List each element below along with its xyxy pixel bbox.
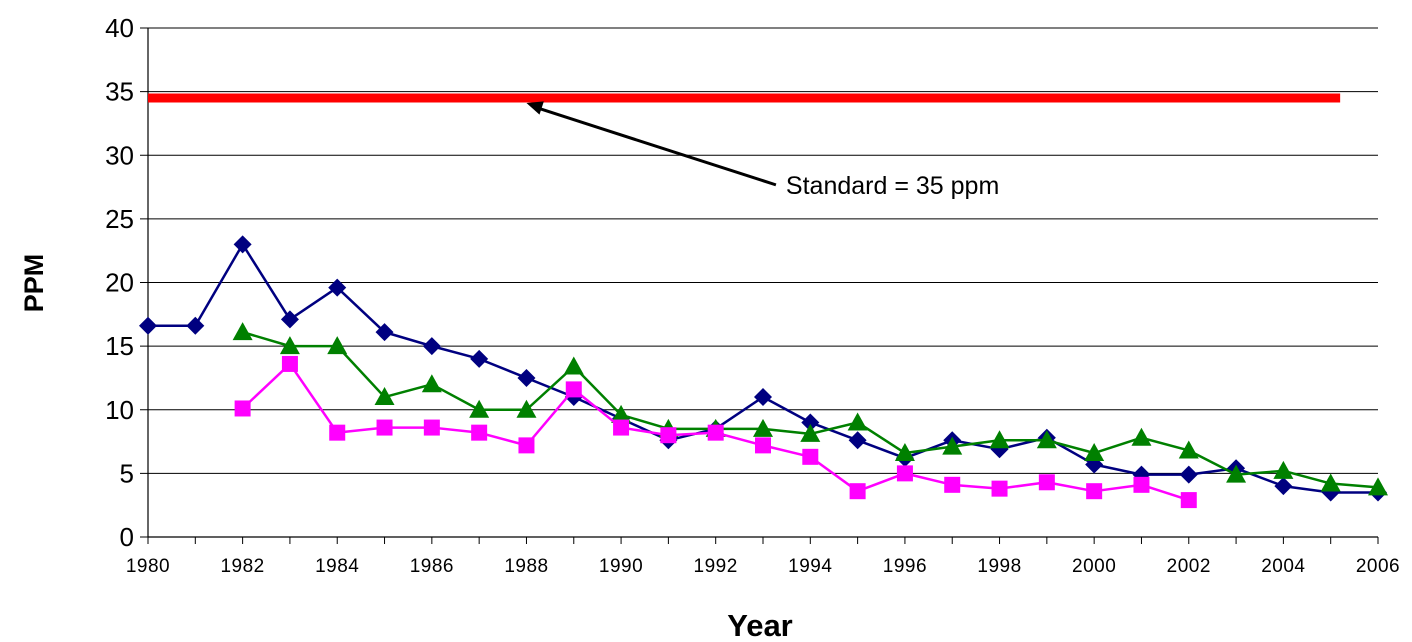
triangle-marker	[232, 322, 253, 341]
triangle-marker	[327, 336, 348, 355]
square-marker	[471, 424, 488, 441]
diamond-marker	[375, 323, 394, 342]
triangle-marker	[1368, 477, 1388, 496]
gridlines	[148, 27, 1378, 474]
annotation-group: Standard = 35 ppm	[526, 101, 999, 200]
square-marker	[707, 424, 724, 441]
y-tick-label: 20	[105, 268, 134, 298]
y-tick-label: 5	[120, 458, 134, 488]
x-tick-labels: 1980 1982 1984 1986 1988 1990 1992 1994 1996 1998…	[126, 556, 1400, 577]
triangle-marker	[611, 404, 632, 423]
triangle-marker	[1178, 440, 1199, 459]
x-axis-title: Year	[727, 608, 793, 642]
square-marker	[234, 400, 251, 417]
diamond-marker	[328, 278, 347, 297]
diamond-marker	[233, 235, 252, 254]
y-axis-title: PPM	[19, 254, 49, 313]
triangle-marker	[1226, 464, 1247, 483]
annotation-label: Standard = 35 ppm	[786, 172, 999, 200]
triangle-marker	[563, 356, 584, 375]
triangle-marker	[1084, 443, 1105, 462]
square-marker	[613, 419, 630, 436]
triangle-marker	[894, 443, 915, 462]
triangle-marker	[1036, 430, 1057, 449]
square-marker	[1133, 476, 1150, 493]
y-tick-label: 30	[105, 140, 134, 170]
x-tick-label: 2004	[1261, 556, 1305, 577]
y-tick-label: 0	[120, 522, 134, 552]
square-marker	[1038, 474, 1055, 491]
triangle-marker	[279, 336, 300, 355]
x-tick-label: 1980	[126, 556, 170, 577]
x-tick-label: 1990	[599, 556, 643, 577]
triangle-marker	[847, 412, 868, 431]
triangle-marker	[1131, 427, 1152, 446]
diamond-marker	[139, 316, 157, 335]
x-tick-label: 1992	[694, 556, 738, 577]
x-tick-label: 1984	[315, 556, 359, 577]
triangle-marker	[800, 423, 821, 442]
square-marker	[1180, 492, 1197, 509]
square-marker	[518, 437, 535, 454]
square-marker	[281, 355, 298, 372]
square-marker	[896, 465, 913, 482]
x-tick-label: 2000	[1072, 556, 1116, 577]
square-marker	[944, 476, 961, 493]
triangle-marker	[942, 436, 963, 455]
x-tick-label: 1986	[410, 556, 454, 577]
diamond-marker	[470, 349, 489, 368]
y-tick-label: 25	[105, 204, 134, 234]
x-tick-label: 2006	[1356, 556, 1400, 577]
square-marker	[376, 419, 393, 436]
x-tick-label: 1998	[977, 556, 1021, 577]
diamond-marker	[1274, 477, 1293, 496]
x-tick-label: 1994	[788, 556, 832, 577]
diamond-marker	[280, 310, 299, 329]
y-tick-label: 15	[105, 331, 134, 361]
x-tick-label: 2002	[1167, 556, 1211, 577]
diamond-marker	[754, 388, 772, 407]
y-tick-label: 10	[105, 395, 134, 425]
triangle-marker	[753, 418, 773, 437]
diamond-marker	[801, 413, 820, 432]
square-marker	[423, 419, 440, 436]
diamond-marker	[422, 337, 441, 356]
x-tick-label: 1988	[504, 556, 548, 577]
square-marker	[1086, 483, 1103, 500]
square-marker	[565, 381, 582, 398]
x-tick-label: 1996	[883, 556, 927, 577]
diamond-marker	[517, 368, 536, 387]
diamond-marker	[1179, 465, 1198, 484]
series-group	[139, 235, 1388, 509]
y-tick-label: 40	[105, 13, 134, 43]
triangle-marker	[374, 387, 395, 406]
triangle-marker	[989, 430, 1010, 449]
y-tick-label: 35	[105, 77, 134, 107]
square-marker	[802, 448, 819, 465]
square-marker	[755, 437, 771, 454]
diamond-marker	[848, 431, 867, 450]
diamond-marker	[186, 316, 205, 335]
y-tick-labels: 0 5 10 15 20 25 30 35 40	[105, 13, 134, 552]
triangle-marker	[469, 399, 490, 418]
triangle-marker	[1320, 473, 1341, 492]
axes	[140, 27, 1379, 544]
triangle-marker	[421, 374, 442, 393]
square-marker	[660, 427, 677, 444]
annotation-arrow-line	[534, 105, 777, 187]
triangle-marker	[516, 399, 537, 418]
square-marker	[991, 480, 1008, 497]
square-marker	[849, 483, 866, 500]
square-marker	[329, 424, 346, 441]
annotation-arrowhead	[526, 101, 544, 115]
x-tick-label: 1982	[220, 556, 264, 577]
triangle-marker	[1273, 460, 1294, 479]
